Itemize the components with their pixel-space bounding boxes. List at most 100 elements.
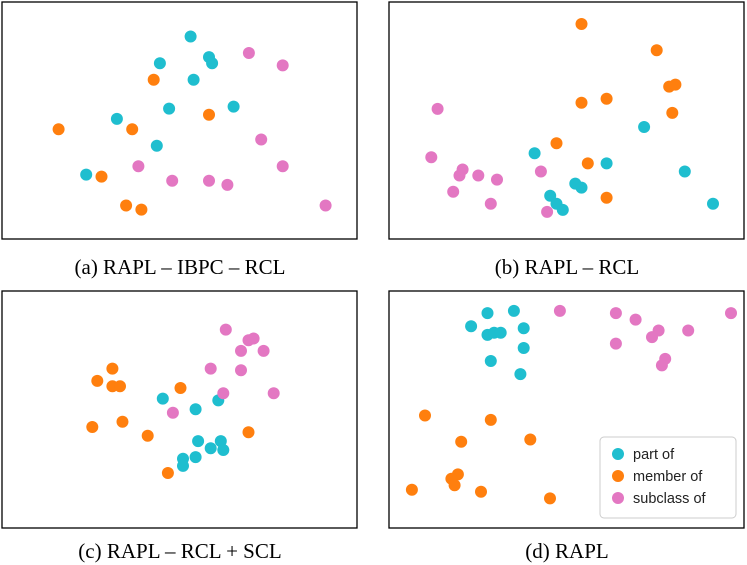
point-member-of-7	[550, 137, 563, 150]
point-part-of-3	[153, 57, 166, 70]
point-member-of-0	[575, 18, 588, 30]
point-subclass-of-6	[235, 364, 247, 377]
point-subclass-of-8	[655, 359, 668, 372]
point-part-of-6	[227, 100, 240, 113]
panel-c-title: (c) RAPL – RCL + SCL	[78, 539, 281, 563]
point-subclass-of-6	[609, 337, 622, 350]
point-member-of-8	[581, 157, 594, 170]
legend-entry-member-of: member of	[612, 469, 703, 485]
point-subclass-of-0	[242, 47, 255, 59]
legend-label-member-of: member of	[633, 469, 703, 485]
point-subclass-of-1	[276, 59, 289, 72]
point-member-of-1	[91, 374, 104, 387]
panel-a: (a) RAPL – IBPC – RCL	[1, 1, 358, 279]
point-subclass-of-8	[534, 165, 547, 178]
point-subclass-of-0	[431, 102, 444, 115]
point-part-of-4	[544, 189, 557, 202]
point-part-of-8	[150, 139, 163, 152]
point-member-of-3	[524, 433, 537, 446]
point-member-of-8	[544, 492, 556, 505]
point-subclass-of-3	[453, 169, 466, 182]
point-member-of-6	[448, 479, 461, 492]
panel-a-title: (a) RAPL – IBPC – RCL	[75, 255, 286, 279]
point-subclass-of-4	[166, 174, 179, 187]
point-subclass-of-5	[203, 174, 215, 187]
panel-b-frame	[388, 1, 745, 240]
panel-c-frame	[1, 290, 358, 529]
point-subclass-of-1	[609, 307, 622, 320]
point-member-of-9	[161, 467, 174, 479]
point-subclass-of-9	[541, 205, 554, 218]
legend: part of member of subclass of	[599, 436, 737, 519]
point-part-of-7	[517, 342, 530, 354]
panel-b-points	[425, 18, 719, 218]
point-member-of-2	[126, 123, 139, 136]
point-subclass-of-0	[553, 304, 566, 317]
point-subclass-of-4	[682, 324, 695, 337]
point-part-of-0	[184, 30, 197, 43]
panel-d: (d) RAPL part of member of subclass of	[388, 290, 745, 563]
panel-b-title: (b) RAPL – RCL	[495, 255, 639, 279]
point-part-of-1	[189, 403, 202, 416]
point-member-of-4	[174, 382, 187, 394]
point-part-of-1	[507, 304, 520, 317]
legend-box	[599, 436, 737, 519]
panel-d-frame	[388, 290, 745, 529]
point-member-of-5	[120, 199, 133, 212]
point-member-of-5	[116, 415, 129, 428]
legend-marker-subclass-of	[612, 492, 624, 504]
point-part-of-6	[556, 203, 569, 216]
point-part-of-5	[163, 102, 176, 115]
point-member-of-1	[203, 108, 215, 121]
point-subclass-of-8	[217, 387, 230, 400]
point-part-of-7	[189, 451, 202, 464]
point-subclass-of-2	[255, 133, 268, 146]
point-part-of-2	[678, 165, 691, 178]
point-subclass-of-1	[425, 151, 438, 164]
point-member-of-5	[600, 92, 613, 105]
point-member-of-6	[666, 106, 679, 119]
panel-c: (c) RAPL – RCL + SCL	[1, 290, 358, 563]
panel-c-points	[86, 323, 280, 479]
panel-d-points	[405, 304, 737, 505]
panel-a-frame	[1, 1, 358, 240]
point-member-of-6	[135, 203, 148, 216]
legend-entry-subclass-of: subclass of	[612, 491, 707, 507]
point-subclass-of-5	[204, 362, 217, 375]
point-subclass-of-7	[484, 197, 497, 210]
point-member-of-8	[242, 426, 255, 439]
point-part-of-8	[484, 355, 497, 367]
point-subclass-of-0	[219, 323, 232, 336]
point-member-of-4	[95, 170, 108, 183]
point-subclass-of-6	[447, 185, 460, 198]
point-subclass-of-8	[319, 199, 332, 212]
point-part-of-0	[156, 392, 169, 405]
point-member-of-1	[650, 44, 663, 57]
point-subclass-of-7	[276, 160, 289, 173]
point-part-of-3	[192, 435, 205, 448]
panel-d-title: (d) RAPL	[525, 539, 608, 563]
point-subclass-of-9	[166, 406, 179, 419]
point-member-of-2	[455, 435, 468, 448]
point-part-of-5	[494, 326, 507, 339]
point-subclass-of-6	[221, 178, 234, 191]
legend-entry-part-of: part of	[612, 447, 675, 463]
point-subclass-of-7	[267, 387, 280, 400]
panel-a-points	[52, 30, 332, 216]
point-member-of-4	[575, 96, 588, 109]
point-part-of-5	[204, 442, 217, 455]
point-part-of-3	[528, 147, 541, 160]
point-part-of-2	[465, 320, 478, 333]
point-subclass-of-9	[725, 307, 737, 320]
point-member-of-7	[141, 429, 154, 442]
point-part-of-9	[80, 168, 93, 181]
point-member-of-3	[669, 78, 682, 91]
point-part-of-8	[575, 181, 588, 194]
point-part-of-9	[514, 368, 527, 381]
point-subclass-of-2	[629, 313, 642, 326]
point-member-of-7	[475, 485, 487, 498]
point-part-of-7	[110, 112, 123, 125]
point-member-of-1	[484, 413, 497, 426]
point-subclass-of-5	[646, 331, 658, 344]
